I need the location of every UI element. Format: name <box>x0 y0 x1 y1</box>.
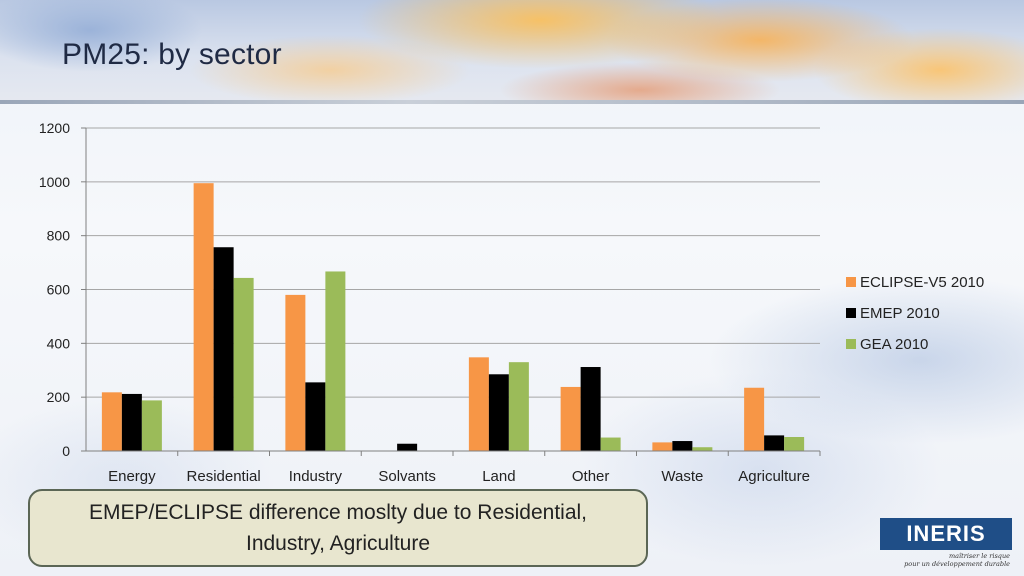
x-tick-label: Agriculture <box>738 468 810 485</box>
slide-title: PM25: by sector <box>62 38 282 71</box>
y-tick-label: 200 <box>47 389 71 405</box>
x-tick-label: Solvants <box>378 468 436 485</box>
y-tick-label: 600 <box>47 282 71 298</box>
header-divider <box>0 100 1024 104</box>
y-tick-label: 400 <box>47 335 71 351</box>
bar-energy-series-1 <box>121 393 142 451</box>
bar-industry-series-1 <box>305 382 326 451</box>
legend-swatch <box>846 308 856 318</box>
legend-swatch <box>846 339 856 349</box>
logo-wordmark: INERIS <box>880 518 1012 550</box>
legend-label: EMEP 2010 <box>860 305 940 322</box>
bar-residential-series-1 <box>213 247 234 451</box>
x-tick-label: Waste <box>661 468 703 485</box>
logo-tagline-line-2: pour un développement durable <box>904 560 1010 568</box>
bar-residential-series-2 <box>233 277 254 451</box>
y-tick-label: 800 <box>47 228 71 244</box>
bar-industry-series-2 <box>325 271 346 451</box>
bar-agriculture-series-1 <box>764 435 785 451</box>
bar-waste-series-1 <box>672 441 693 451</box>
x-tick-label: Residential <box>187 468 261 485</box>
bar-land-series-1 <box>488 374 509 451</box>
bar-industry-series-0 <box>285 294 306 451</box>
bar-other-series-0 <box>560 386 581 451</box>
legend-swatch <box>846 277 856 287</box>
ineris-logo: INERIS maîtriser le risque pour un dével… <box>880 518 1012 570</box>
x-tick-label: Energy <box>108 468 156 485</box>
header-banner-image <box>0 0 1024 103</box>
bar-energy-series-0 <box>101 392 122 451</box>
callout-box: EMEP/ECLIPSE difference moslty due to Re… <box>28 489 648 567</box>
bar-solvants-series-1 <box>397 443 418 451</box>
bar-residential-series-0 <box>193 183 214 451</box>
y-tick-label: 1200 <box>39 120 70 136</box>
x-tick-label: Land <box>482 468 515 485</box>
bar-waste-series-2 <box>692 447 713 451</box>
chart-legend: ECLIPSE-V5 2010 EMEP 2010 GEA 2010 <box>846 274 984 353</box>
x-tick-label: Industry <box>289 468 343 485</box>
logo-tagline-line-1: maîtriser le risque <box>949 552 1010 560</box>
legend-label: GEA 2010 <box>860 336 928 353</box>
bar-land-series-2 <box>508 362 529 451</box>
y-tick-label: 0 <box>62 443 70 459</box>
callout-text: EMEP/ECLIPSE difference moslty due to Re… <box>88 501 588 555</box>
bar-land-series-0 <box>468 357 489 451</box>
x-tick-label: Other <box>572 468 610 485</box>
bar-agriculture-series-0 <box>744 387 765 451</box>
bar-energy-series-2 <box>141 400 162 451</box>
bar-other-series-2 <box>600 437 621 451</box>
bar-other-series-1 <box>580 367 601 451</box>
legend-label: ECLIPSE-V5 2010 <box>860 274 984 291</box>
bar-agriculture-series-2 <box>784 437 805 451</box>
logo-tagline: maîtriser le risque pour un développemen… <box>880 552 1010 568</box>
chart-axes: 0 200 400 600 800 1000 1200 Energy Residential In… <box>39 120 821 485</box>
bar-waste-series-0 <box>652 442 673 451</box>
y-tick-label: 1000 <box>39 174 70 190</box>
chart-bars <box>101 183 805 451</box>
